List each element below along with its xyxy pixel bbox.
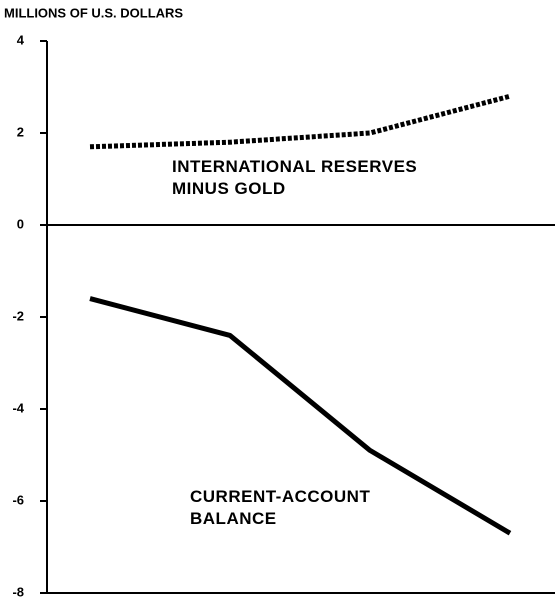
- y-tick-label: -8: [12, 584, 24, 599]
- y-tick-label: 0: [17, 216, 24, 231]
- y-axis-label: MILLIONS OF U.S. DOLLARS: [4, 5, 183, 20]
- y-tick-label: -4: [12, 400, 24, 415]
- y-tick-label: -2: [12, 308, 24, 323]
- y-tick-label: 4: [17, 32, 25, 47]
- series-line: [89, 93, 511, 150]
- series-label: INTERNATIONAL RESERVES MINUS GOLD: [172, 157, 418, 198]
- y-tick-label: -6: [12, 492, 24, 507]
- series-line: [89, 296, 512, 536]
- series-label: CURRENT-ACCOUNT BALANCE: [190, 487, 371, 528]
- y-tick-label: 2: [17, 124, 24, 139]
